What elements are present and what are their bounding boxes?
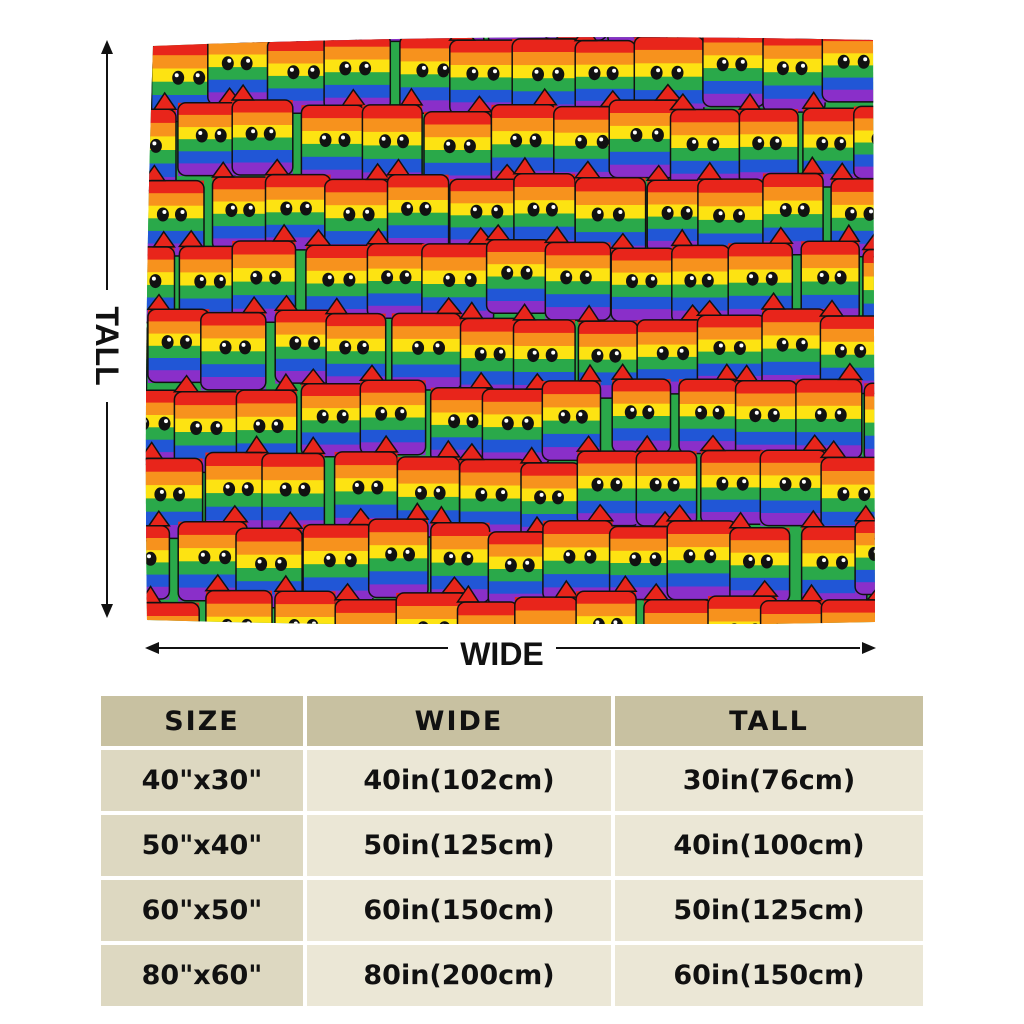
wide-label: WIDE bbox=[450, 634, 554, 674]
tall-line-top bbox=[106, 52, 108, 290]
cell-tall: 60in(150cm) bbox=[613, 943, 923, 1006]
wide-line-left bbox=[158, 647, 448, 649]
creature-shape bbox=[145, 36, 148, 111]
cell-wide: 60in(150cm) bbox=[305, 878, 613, 943]
arrow-right-icon bbox=[862, 642, 876, 654]
arrow-down-icon bbox=[101, 604, 113, 618]
cell-tall: 50in(125cm) bbox=[613, 878, 923, 943]
cell-size: 50"x40" bbox=[101, 813, 305, 878]
tall-line-bottom bbox=[106, 402, 108, 610]
creature-shape bbox=[176, 36, 246, 39]
cell-wide: 40in(102cm) bbox=[305, 748, 613, 813]
cell-tall: 40in(100cm) bbox=[613, 813, 923, 878]
header-size: SIZE bbox=[101, 696, 305, 748]
cell-size: 40"x30" bbox=[101, 748, 305, 813]
creature-shape bbox=[145, 36, 174, 42]
creature-shape bbox=[703, 36, 765, 107]
cell-wide: 50in(125cm) bbox=[305, 813, 613, 878]
cell-tall: 30in(76cm) bbox=[613, 748, 923, 813]
cell-size: 80"x60" bbox=[101, 943, 305, 1006]
creature-shape bbox=[145, 308, 147, 397]
tall-label: TALL bbox=[87, 301, 127, 391]
table-row: 60"x50" 60in(150cm) 50in(125cm) bbox=[101, 878, 923, 943]
creature-shape bbox=[822, 36, 877, 102]
blanket-image bbox=[145, 36, 877, 624]
table-row: 50"x40" 50in(125cm) 40in(100cm) bbox=[101, 813, 923, 878]
size-table: SIZE WIDE TALL 40"x30" 40in(102cm) 30in(… bbox=[101, 696, 923, 1006]
header-wide: WIDE bbox=[305, 696, 613, 748]
wide-line-right bbox=[556, 647, 860, 649]
table-row: 40"x30" 40in(102cm) 30in(76cm) bbox=[101, 748, 923, 813]
header-tall: TALL bbox=[613, 696, 923, 748]
arrow-left-icon bbox=[145, 642, 159, 654]
creature-shape bbox=[855, 506, 877, 595]
table-row: 80"x60" 80in(200cm) 60in(150cm) bbox=[101, 943, 923, 1006]
rainbow-pattern bbox=[145, 36, 877, 624]
cell-size: 60"x50" bbox=[101, 878, 305, 943]
cell-wide: 80in(200cm) bbox=[305, 943, 613, 1006]
table-header-row: SIZE WIDE TALL bbox=[101, 696, 923, 748]
